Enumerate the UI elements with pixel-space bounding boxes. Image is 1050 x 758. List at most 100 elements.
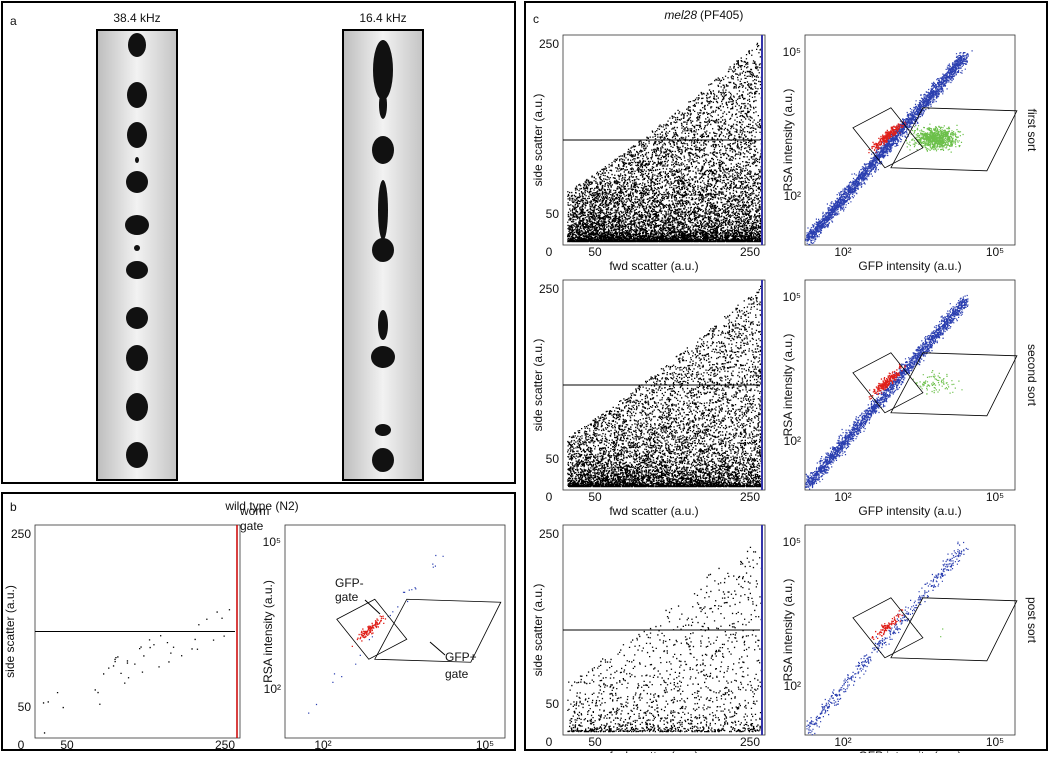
droplet <box>126 442 148 468</box>
y-tick-label: 10² <box>784 434 801 448</box>
panel-c-frame <box>524 1 1048 751</box>
droplet <box>378 310 388 340</box>
x-tick-label: 50 <box>588 735 602 749</box>
annotation: gate <box>240 519 264 533</box>
droplet <box>126 393 148 421</box>
gate <box>374 598 502 663</box>
y-axis-label: side scatter (a.u.) <box>531 94 545 187</box>
plot-frame <box>284 524 506 739</box>
panel-label: c <box>533 12 539 26</box>
x-tick-label: 0 <box>546 245 553 259</box>
x-tick-label: 50 <box>588 245 602 259</box>
content: a 38.4 kHz 16.4 kHz b wild type (N2) 250 50 0 50… <box>3 8 1039 758</box>
y-tick-label: 10⁵ <box>783 535 801 549</box>
plot-frame <box>804 524 1016 736</box>
y-tick-label: 10⁵ <box>783 290 801 304</box>
droplet <box>375 424 391 436</box>
droplet <box>126 345 148 371</box>
x-axis-label: GFP intensity (a.u.) <box>858 504 961 518</box>
dot-cloud <box>42 609 231 734</box>
x-tick-label: 10⁵ <box>986 490 1004 504</box>
droplet <box>379 91 387 119</box>
x-tick-label: 10² <box>834 735 851 749</box>
panel-title: mel28 <box>664 8 697 22</box>
y-tick-label: 250 <box>539 37 559 51</box>
y-tick-label: 50 <box>546 207 560 221</box>
row-label: first sort <box>1025 109 1039 152</box>
x-tick-label: 0 <box>546 735 553 749</box>
y-tick-label: 50 <box>18 700 32 714</box>
dot-cloud <box>905 123 964 153</box>
dot-cloud <box>567 42 763 243</box>
dot-cloud <box>871 609 904 640</box>
x-axis-label: fwd scatter (a.u.) <box>609 259 698 273</box>
y-tick-label: 250 <box>539 282 559 296</box>
annotation: worm <box>239 504 269 518</box>
panel-title: wild type (N2) <box>224 499 298 513</box>
x-tick-label: 10⁵ <box>986 245 1004 259</box>
dot-cloud <box>805 50 973 246</box>
annotation: gate <box>335 590 359 604</box>
dot-cloud <box>868 121 907 154</box>
dot-cloud <box>806 541 969 736</box>
y-tick-label: 10² <box>784 189 801 203</box>
droplet <box>372 136 394 164</box>
y-tick-label: 250 <box>539 527 559 541</box>
x-tick-label: 10⁵ <box>476 738 494 752</box>
dot-cloud <box>308 554 444 714</box>
droplet <box>126 171 148 193</box>
dot-cloud <box>805 294 969 490</box>
y-tick-label: 50 <box>546 452 560 466</box>
panel-b-frame <box>1 492 516 751</box>
panel-label: b <box>10 500 17 514</box>
x-tick-label: 250 <box>740 245 760 259</box>
gate <box>890 597 1018 662</box>
plot-frame <box>804 279 1016 491</box>
y-axis-label: side scatter (a.u.) <box>3 585 17 678</box>
y-tick-label: 10⁵ <box>783 45 801 59</box>
y-tick-label: 10² <box>264 682 281 696</box>
x-tick-label: 10² <box>834 245 851 259</box>
gate <box>336 598 408 660</box>
gate <box>852 107 924 169</box>
frequency-label: 38.4 kHz <box>113 11 160 25</box>
annotation: GFP+ <box>445 650 477 664</box>
droplet <box>126 261 148 279</box>
droplet <box>127 82 147 108</box>
panel-a-frame <box>1 1 516 484</box>
gate <box>852 352 924 414</box>
x-axis-label: GFP intensity (a.u.) <box>858 749 961 753</box>
frequency-label: 16.4 kHz <box>359 11 406 25</box>
leader <box>429 641 446 656</box>
panel-label: a <box>10 14 17 28</box>
y-axis-label: RSA intensity (a.u.) <box>781 334 795 437</box>
x-tick-label: 250 <box>215 738 235 752</box>
droplet <box>372 238 394 262</box>
y-axis-label: side scatter (a.u.) <box>531 584 545 677</box>
leader <box>364 599 381 615</box>
panel-title: (PF405) <box>700 8 743 22</box>
x-axis-label: fwd scatter (a.u.) <box>609 749 698 753</box>
droplet <box>371 346 395 368</box>
dot-cloud <box>351 615 387 647</box>
gate <box>890 107 1018 172</box>
gate <box>852 597 924 659</box>
y-axis-label: side scatter (a.u.) <box>531 339 545 432</box>
droplet <box>134 245 140 251</box>
annotation: gate <box>445 667 469 681</box>
y-tick-label: 10⁵ <box>263 535 281 549</box>
dot-cloud <box>567 546 763 733</box>
y-tick-label: 10² <box>784 679 801 693</box>
x-tick-label: 250 <box>740 735 760 749</box>
dot-cloud <box>916 628 944 638</box>
x-tick-label: 0 <box>546 490 553 504</box>
x-tick-label: 50 <box>588 490 602 504</box>
x-tick-label: 0 <box>18 738 25 752</box>
y-tick-label: 250 <box>11 527 31 541</box>
droplet <box>126 307 148 329</box>
droplet <box>125 215 149 235</box>
droplet <box>378 180 388 240</box>
x-axis-label: GFP intensity (a.u.) <box>858 259 961 273</box>
y-axis-label: RSA intensity (a.u.) <box>781 579 795 682</box>
row-label: second sort <box>1025 344 1039 407</box>
